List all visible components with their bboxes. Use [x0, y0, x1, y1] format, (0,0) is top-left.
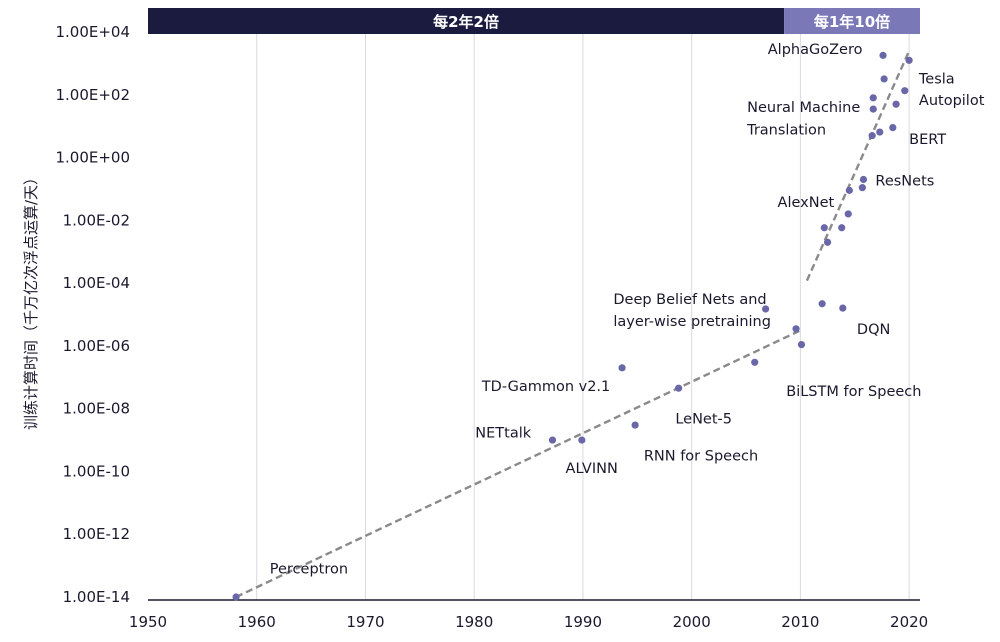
period-banners: 每2年2倍 每1年10倍 — [148, 8, 920, 34]
annotation-0: AlphaGoZero — [768, 42, 863, 58]
y-tick-5: 1.00E-06 — [63, 337, 130, 355]
banner-1 — [784, 8, 920, 34]
data-point-22 — [869, 105, 877, 113]
banner-0 — [148, 8, 785, 34]
y-tick-8: 1.00E-12 — [63, 525, 130, 543]
annotation-15: RNN for Speech — [644, 449, 758, 465]
data-point-9 — [797, 340, 806, 349]
y-tick-3: 1.00E-02 — [63, 211, 130, 229]
y-tick-9: 1.00E-14 — [63, 588, 130, 606]
y-tick-4: 1.00E-04 — [63, 274, 130, 292]
x-tick-1980: 1980 — [455, 613, 493, 631]
x-tick-2020: 2020 — [890, 613, 928, 631]
annotation-2: Autopilot — [919, 93, 985, 109]
data-point-20 — [876, 128, 884, 136]
annotation-3: Neural Machine — [747, 100, 860, 116]
y-axis-label: 训练计算时间（千万亿次浮点运算/天） — [22, 170, 40, 430]
annotation-6: ResNets — [875, 173, 934, 189]
data-point-10 — [818, 300, 826, 308]
annotation-1: Tesla — [918, 71, 955, 87]
x-tick-2000: 2000 — [673, 613, 711, 631]
y-axis-ticks: 1.00E+04 1.00E+02 1.00E+00 1.00E-02 1.00E-04… — [55, 23, 130, 606]
y-tick-0: 1.00E+04 — [55, 23, 130, 41]
data-point-24 — [892, 100, 900, 108]
annotations: AlphaGoZero Tesla Autopilot Neural Machine T… — [270, 42, 985, 577]
x-tick-1960: 1960 — [238, 613, 276, 631]
data-point-19 — [868, 132, 876, 140]
banner-label-0: 每2年2倍 — [433, 13, 499, 31]
x-tick-2010: 2010 — [781, 613, 819, 631]
data-point-18 — [859, 175, 868, 184]
data-points — [232, 51, 913, 601]
annotation-17: Perceptron — [270, 561, 348, 577]
data-point-21 — [889, 124, 897, 132]
data-point-7 — [762, 305, 770, 313]
x-tick-1950: 1950 — [129, 613, 167, 631]
annotation-7: AlexNet — [778, 195, 835, 211]
annotation-10: DQN — [857, 322, 890, 338]
x-tick-1990: 1990 — [564, 613, 602, 631]
annotation-13: LeNet-5 — [675, 411, 732, 427]
x-axis-ticks: 1950 1960 1970 1980 1990 2000 2010 2020 — [129, 613, 928, 631]
annotation-14: NETtalk — [475, 426, 531, 442]
y-tick-7: 1.00E-10 — [63, 462, 130, 480]
y-tick-6: 1.00E-08 — [63, 400, 130, 418]
data-point-27 — [879, 51, 887, 59]
grid-lines — [256, 34, 910, 600]
data-point-16 — [845, 186, 853, 194]
data-point-26 — [901, 87, 909, 95]
data-point-0 — [232, 593, 240, 601]
data-point-15 — [844, 210, 852, 218]
data-point-1 — [548, 436, 557, 444]
data-point-14 — [838, 224, 846, 232]
y-tick-2: 1.00E+00 — [55, 149, 130, 167]
data-point-3 — [618, 364, 626, 372]
trendline-1 — [805, 50, 911, 282]
annotation-16: ALVINN — [566, 461, 618, 477]
trendlines — [235, 50, 911, 599]
data-point-5 — [675, 384, 683, 392]
annotation-8: Deep Belief Nets and — [613, 292, 766, 308]
data-point-13 — [823, 238, 832, 246]
annotation-4: Translation — [746, 122, 826, 138]
data-point-6 — [751, 358, 759, 366]
annotation-9: layer-wise pretraining — [613, 314, 771, 330]
data-point-12 — [820, 224, 828, 232]
x-tick-1970: 1970 — [346, 613, 384, 631]
annotation-5: BERT — [909, 132, 946, 148]
annotation-12: BiLSTM for Speech — [786, 384, 921, 400]
data-point-8 — [792, 325, 800, 333]
data-point-17 — [858, 184, 866, 192]
data-point-2 — [578, 436, 586, 444]
data-point-4 — [631, 421, 639, 429]
trendline-0 — [235, 329, 800, 599]
data-point-25 — [880, 75, 888, 83]
annotation-11: TD-Gammon v2.1 — [481, 379, 610, 395]
data-point-28 — [905, 56, 913, 64]
y-tick-1: 1.00E+02 — [55, 86, 130, 104]
data-point-23 — [869, 94, 877, 102]
banner-label-1: 每1年10倍 — [814, 13, 890, 31]
data-point-11 — [839, 304, 847, 312]
